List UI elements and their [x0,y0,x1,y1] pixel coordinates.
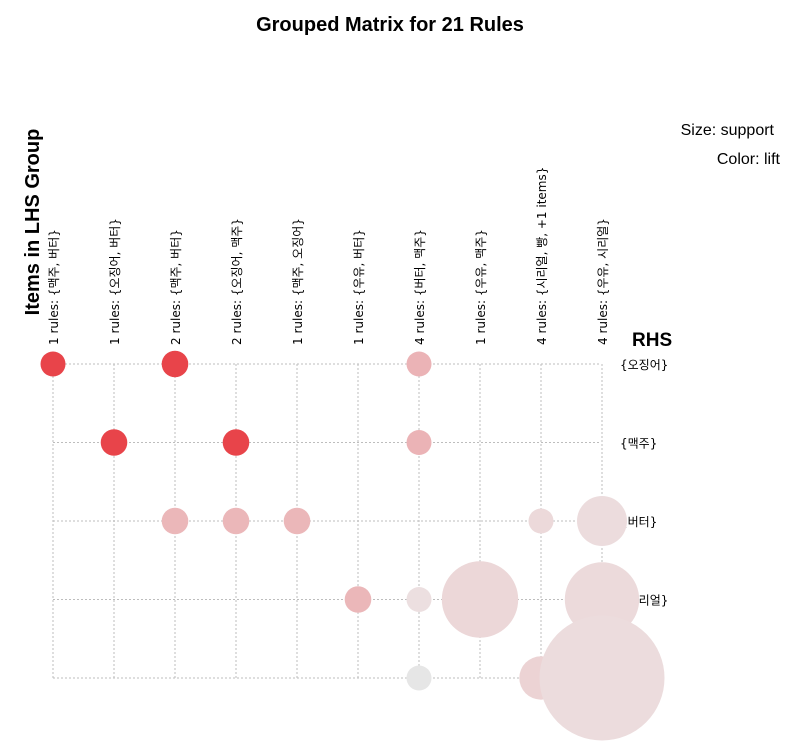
legend-size: Size: support [681,122,775,139]
lhs-group-labels: 1 rules: {맥주, 버터} 1 rules: {오징어, 버터} 2 rul… [47,167,610,345]
lhs-group-label: 1 rules: {맥주, 버터} [47,229,61,345]
lhs-group-label: 1 rules: {맥주, 오징어} [291,218,305,345]
rule-point [222,507,250,535]
rule-point [100,429,128,456]
rule-point [528,508,554,534]
rule-point [40,351,66,377]
rhs-label: {맥주} [620,437,657,451]
rule-point [539,615,665,741]
lhs-group-label: 4 rules: {시리얼, 빵, +1 items} [535,167,549,345]
rhs-heading: RHS [632,330,672,351]
grid [52,363,603,679]
rhs-label: {버터} [620,515,657,529]
rule-point [406,351,432,377]
chart-title: Grouped Matrix for 21 Rules [256,14,524,36]
points [40,350,665,741]
lhs-group-label: 1 rules: {오징어, 버터} [108,218,122,345]
lhs-group-label: 4 rules: {버터, 맥주} [413,229,427,345]
lhs-group-label: 1 rules: {우유, 버터} [352,229,366,345]
rhs-label: {오징어} [620,358,668,372]
lhs-group-label: 2 rules: {맥주, 버터} [169,229,183,345]
legend-color: Color: lift [717,151,781,168]
rhs-labels: {오징어}{맥주}{버터}{시리얼}{우유} [620,358,668,686]
rule-point [406,430,432,455]
rule-point [577,496,627,546]
rule-point [161,507,189,535]
lhs-group-label: 4 rules: {우유, 시리얼} [596,218,610,345]
rule-point [222,429,250,456]
lhs-group-label: 2 rules: {오징어, 맥주} [230,218,244,345]
y-axis-label: Items in LHS Group [22,129,44,316]
rule-point [406,665,432,691]
rule-point [283,507,311,535]
rule-point [441,561,519,638]
rule-point [344,586,372,613]
rule-point [161,350,189,378]
rule-point [564,562,640,637]
lhs-group-label: 1 rules: {우유, 맥주} [474,229,488,345]
rule-point [406,587,432,612]
